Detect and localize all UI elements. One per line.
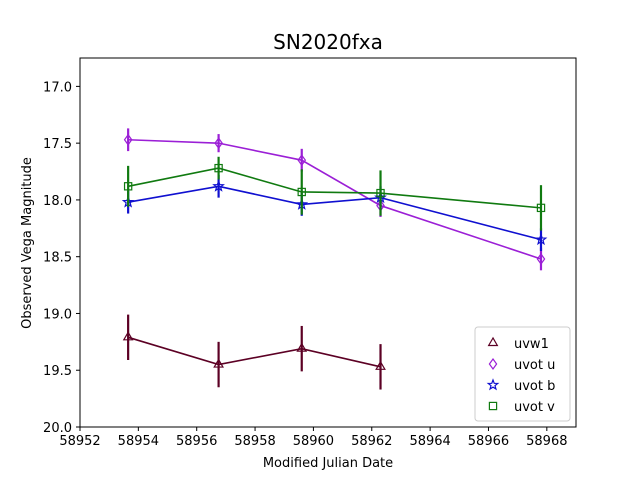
legend-marker <box>486 378 500 391</box>
x-tick-label: 58964 <box>409 434 450 449</box>
legend-item: uvot b <box>486 378 555 394</box>
legend-marker <box>487 336 499 347</box>
y-tick-label: 20.0 <box>43 421 72 436</box>
x-tick-label: 58966 <box>468 434 509 449</box>
legend-label: uvot v <box>514 400 555 415</box>
legend-item: uvw1 <box>487 336 549 352</box>
legend-marker <box>488 401 498 411</box>
legend-marker <box>488 357 498 371</box>
legend-item: uvot v <box>488 400 555 415</box>
x-tick-label: 58958 <box>234 434 275 449</box>
data-point <box>536 252 546 265</box>
y-tick-label: 18.5 <box>43 251 72 266</box>
axes-frame <box>79 57 577 428</box>
data-point <box>296 342 308 352</box>
legend-label: uvot b <box>514 379 555 394</box>
y-tick-label: 17.0 <box>43 80 72 95</box>
y-axis-label: Observed Vega Magnitude <box>20 157 35 329</box>
data-point <box>123 133 133 146</box>
legend-item: uvot u <box>488 357 555 373</box>
legend-label: uvot u <box>514 358 555 373</box>
y-tick-label: 19.0 <box>43 307 72 322</box>
legend-label: uvw1 <box>514 337 549 352</box>
x-axis-label: Modified Julian Date <box>263 456 393 471</box>
legend: uvw1 uvot u uvot b uvot v <box>474 326 571 422</box>
series-uvot-v <box>123 156 546 231</box>
data-point <box>122 331 134 341</box>
x-tick-label: 58954 <box>118 434 159 449</box>
y-tick-label: 17.5 <box>43 137 72 152</box>
data-point <box>123 182 133 191</box>
data-point <box>376 188 385 198</box>
data-point <box>214 163 223 173</box>
plot-area <box>121 128 548 390</box>
data-point <box>375 360 386 370</box>
data-point <box>213 358 224 368</box>
axes: 58952 58954 58956 58958 58960 58962 58964 58966… <box>43 57 577 449</box>
y-tick-label: 19.5 <box>43 364 72 379</box>
data-point <box>297 154 307 167</box>
data-point <box>297 187 306 197</box>
x-tick-label: 58952 <box>59 434 100 449</box>
chart-title: SN2020fxa <box>273 30 383 54</box>
series-uvw1 <box>122 314 386 390</box>
legend-box <box>474 326 571 422</box>
x-tick-label: 58968 <box>526 434 567 449</box>
data-point <box>534 232 548 246</box>
series-line <box>127 336 381 368</box>
x-tick-label: 58960 <box>293 434 334 449</box>
y-tick-label: 18.0 <box>43 194 72 209</box>
x-tick-label: 58962 <box>351 434 392 449</box>
data-point <box>212 179 225 192</box>
x-tick-label: 58956 <box>176 434 217 449</box>
data-point <box>536 203 546 213</box>
data-point <box>214 137 223 150</box>
